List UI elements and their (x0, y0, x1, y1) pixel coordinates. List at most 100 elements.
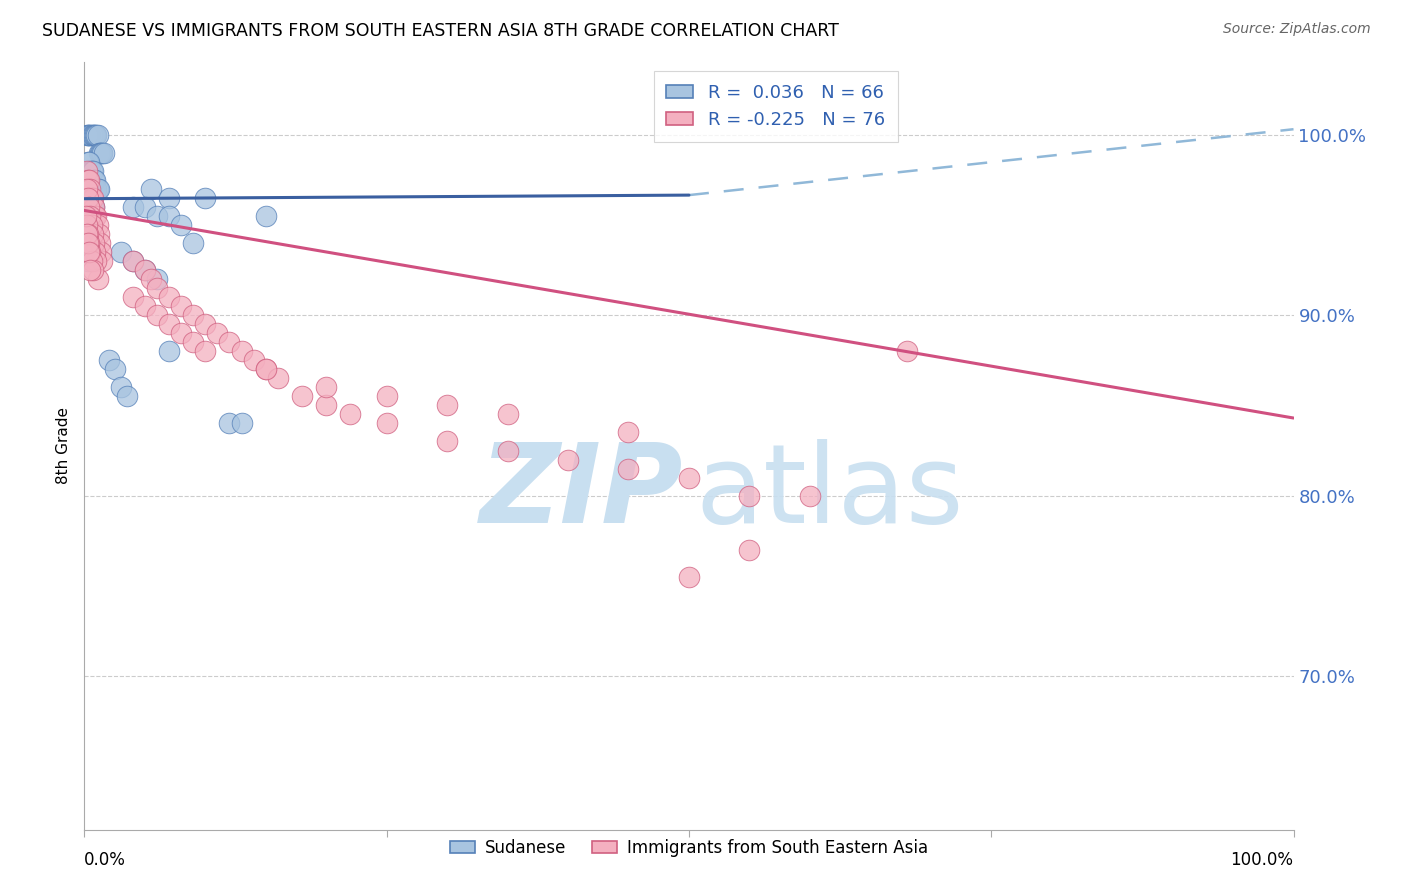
Text: ZIP: ZIP (479, 439, 683, 546)
Point (77, 173, 100, 187)
Point (315, 398, 337, 412)
Point (254, 362, 277, 376)
Point (86, 182, 108, 196)
Point (267, 371, 290, 385)
Point (121, 254, 143, 268)
Point (139, 182, 162, 196)
Point (170, 218, 193, 232)
Point (86, 218, 108, 232)
Point (146, 308, 169, 322)
Point (557, 452, 579, 467)
Point (87, 227, 110, 241)
Point (104, 362, 127, 376)
Point (79, 244, 101, 259)
Point (194, 317, 217, 331)
Point (115, 389, 138, 403)
Point (375, 417, 398, 431)
Point (134, 263, 156, 277)
Point (231, 417, 253, 431)
Point (82, 163, 104, 178)
Point (77, 254, 100, 268)
Point (218, 335, 240, 350)
Point (76, 218, 98, 232)
Point (77, 235, 100, 250)
Point (80, 128, 103, 142)
Point (79, 218, 101, 232)
Point (207, 326, 229, 341)
Text: atlas: atlas (695, 439, 963, 546)
Point (86, 209, 108, 223)
Point (83, 128, 105, 142)
Point (80, 254, 103, 268)
Point (83, 200, 105, 214)
Point (87, 182, 110, 196)
Point (77, 244, 100, 259)
Point (82, 200, 104, 214)
Point (181, 308, 204, 322)
Point (84, 173, 107, 187)
Point (738, 542, 761, 557)
Text: Source: ZipAtlas.com: Source: ZipAtlas.com (1223, 22, 1371, 37)
Point (79, 182, 101, 196)
Point (77, 191, 100, 205)
Point (79, 128, 101, 142)
Point (82, 128, 104, 142)
Point (90, 145, 112, 160)
Point (76, 182, 98, 196)
Point (79, 209, 101, 223)
Point (77, 182, 100, 196)
Point (436, 434, 458, 449)
Point (76, 244, 98, 259)
Point (80, 163, 103, 178)
Point (87, 145, 110, 160)
Point (89, 145, 111, 160)
Y-axis label: 8th Grade: 8th Grade (56, 408, 72, 484)
Point (76, 227, 98, 241)
Point (75, 244, 97, 259)
Point (617, 425, 640, 440)
Point (76, 209, 98, 223)
Point (738, 489, 761, 503)
Point (79, 235, 101, 250)
Point (80, 218, 103, 232)
Point (77, 235, 100, 250)
Point (86, 128, 108, 142)
Point (139, 272, 162, 286)
Point (76, 163, 98, 178)
Point (75, 209, 97, 223)
Point (86, 182, 108, 196)
Point (375, 389, 398, 403)
Point (254, 209, 277, 223)
Text: SUDANESE VS IMMIGRANTS FROM SOUTH EASTERN ASIA 8TH GRADE CORRELATION CHART: SUDANESE VS IMMIGRANTS FROM SOUTH EASTER… (42, 22, 839, 40)
Point (91, 254, 114, 268)
Point (121, 200, 143, 214)
Point (315, 380, 337, 394)
Point (90, 244, 112, 259)
Point (77, 128, 100, 142)
Point (170, 299, 193, 313)
Point (181, 335, 204, 350)
Point (80, 200, 103, 214)
Point (93, 145, 115, 160)
Point (121, 290, 143, 304)
Point (97, 353, 120, 368)
Point (157, 344, 180, 359)
Point (86, 254, 108, 268)
Point (79, 163, 101, 178)
Point (83, 235, 105, 250)
Point (80, 191, 103, 205)
Point (194, 344, 217, 359)
Point (110, 244, 132, 259)
Point (75, 227, 97, 241)
Point (254, 362, 277, 376)
Point (678, 470, 700, 484)
Point (146, 272, 169, 286)
Point (496, 443, 519, 458)
Point (134, 263, 156, 277)
Point (77, 200, 100, 214)
Point (77, 227, 100, 241)
Point (134, 200, 156, 214)
Point (76, 182, 98, 196)
Point (83, 173, 105, 187)
Point (76, 227, 98, 241)
